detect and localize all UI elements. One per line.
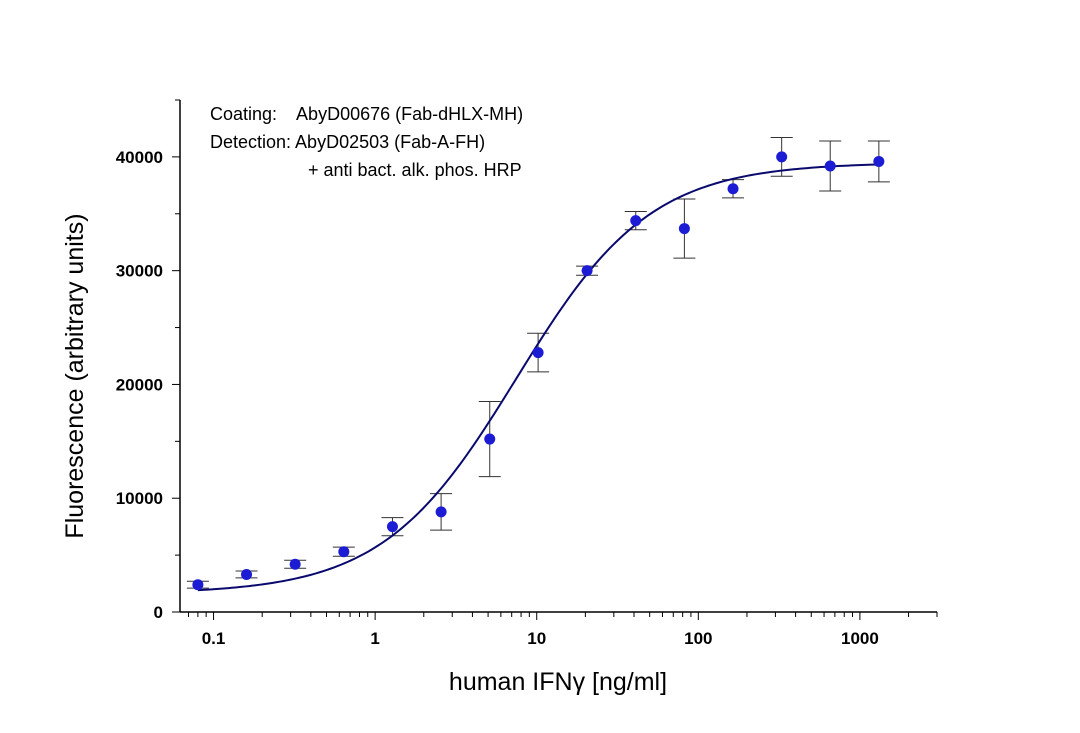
x-tick-label: 1000	[841, 629, 879, 648]
x-tick-label: 0.1	[202, 629, 226, 648]
x-tick-label: 100	[684, 629, 712, 648]
y-tick-label: 10000	[116, 489, 163, 508]
y-axis-title: Fluorescence (arbitrary units)	[61, 213, 89, 538]
data-point	[386, 521, 398, 533]
y-tick-label: 0	[154, 603, 163, 622]
data-point	[873, 155, 885, 167]
x-tick-label: 1	[370, 629, 379, 648]
data-point	[435, 506, 447, 518]
error-bars	[186, 137, 890, 589]
y-axis-ticks: 0 10000 20000 30000 40000	[116, 99, 180, 622]
annotation-detection: Detection: AbyD02503 (Fab-A-FH)	[210, 132, 485, 152]
data-point	[678, 223, 690, 235]
x-tick-label: 10	[527, 629, 546, 648]
data-point	[192, 579, 204, 591]
data-point	[289, 558, 301, 570]
fit-curve	[197, 163, 879, 592]
axes	[179, 100, 937, 613]
data-point	[581, 265, 593, 277]
data-point	[241, 568, 253, 580]
data-point	[727, 183, 739, 195]
data-point	[532, 347, 544, 359]
x-axis-title: human IFNγ [ng/ml]	[449, 668, 667, 696]
data-point	[824, 160, 836, 172]
annotation-secondary: + anti bact. alk. phos. HRP	[308, 160, 522, 180]
y-tick-label: 20000	[116, 375, 163, 394]
annotation-coating: Coating: AbyD00676 (Fab-dHLX-MH)	[210, 104, 523, 124]
data-point	[338, 546, 350, 558]
y-tick-label: 30000	[116, 262, 163, 281]
data-points	[192, 151, 885, 591]
data-point	[484, 433, 496, 445]
y-tick-label: 40000	[116, 148, 163, 167]
x-axis-ticks: 0.1 1 10 100 1000	[188, 612, 938, 648]
data-point	[776, 151, 788, 163]
data-point	[630, 215, 642, 227]
